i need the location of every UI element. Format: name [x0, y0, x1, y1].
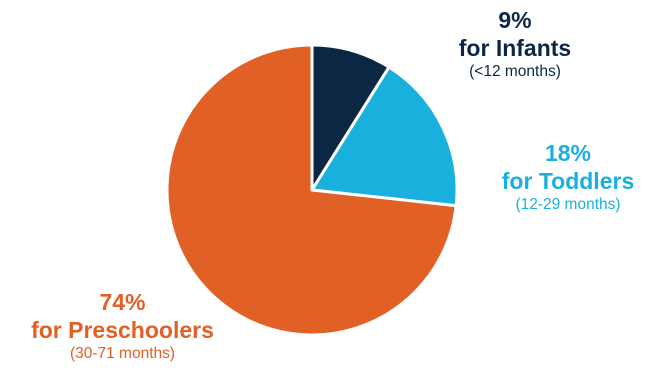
slice-percent-toddlers: 18% [544, 140, 592, 166]
slice-percent-infants: 9% [498, 7, 532, 33]
pie-slice-toddlers [310, 65, 459, 208]
slice-name-toddlers: for Toddlers [501, 168, 635, 194]
pie-slice-infants [310, 43, 391, 192]
pie-slice-preschoolers [165, 43, 458, 337]
slice-range-infants: (<12 months) [469, 63, 561, 80]
slice-percent-preschoolers: 74% [99, 289, 146, 315]
slice-label-preschoolers: 74% for Preschoolers (30-71 months) [0, 288, 245, 364]
slice-name-preschoolers: for Preschoolers [31, 317, 214, 343]
slice-range-toddlers: (12-29 months) [515, 196, 621, 213]
slice-label-toddlers: 18% for Toddlers (12-29 months) [478, 139, 652, 215]
slice-name-infants: for Infants [458, 35, 572, 61]
slice-label-infants: 9% for Infants (<12 months) [440, 6, 590, 82]
slice-range-preschoolers: (30-71 months) [69, 345, 176, 362]
